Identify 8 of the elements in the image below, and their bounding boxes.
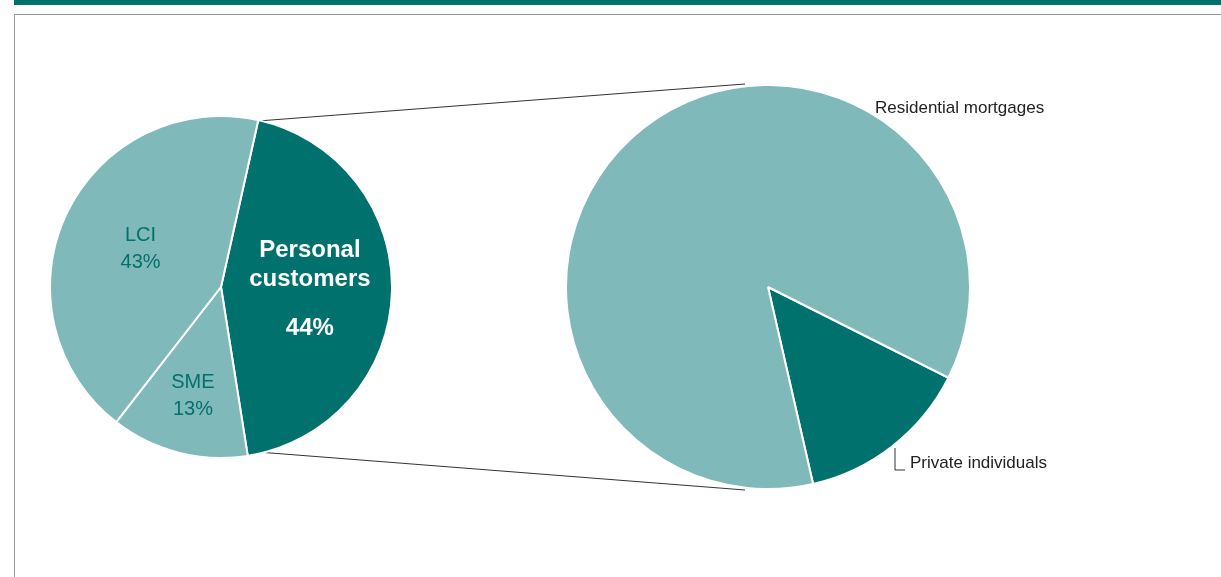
slice-label: SME xyxy=(171,370,215,393)
data-label: 44% xyxy=(285,313,334,341)
slice-label: Personal customers xyxy=(249,235,371,292)
data-label: 13% xyxy=(172,397,214,420)
slice-label: LCI xyxy=(124,223,157,246)
slice-label: Residential mortgages xyxy=(875,97,1045,117)
slice-label: Private individuals xyxy=(910,452,1048,472)
data-label: 43% xyxy=(120,250,161,273)
